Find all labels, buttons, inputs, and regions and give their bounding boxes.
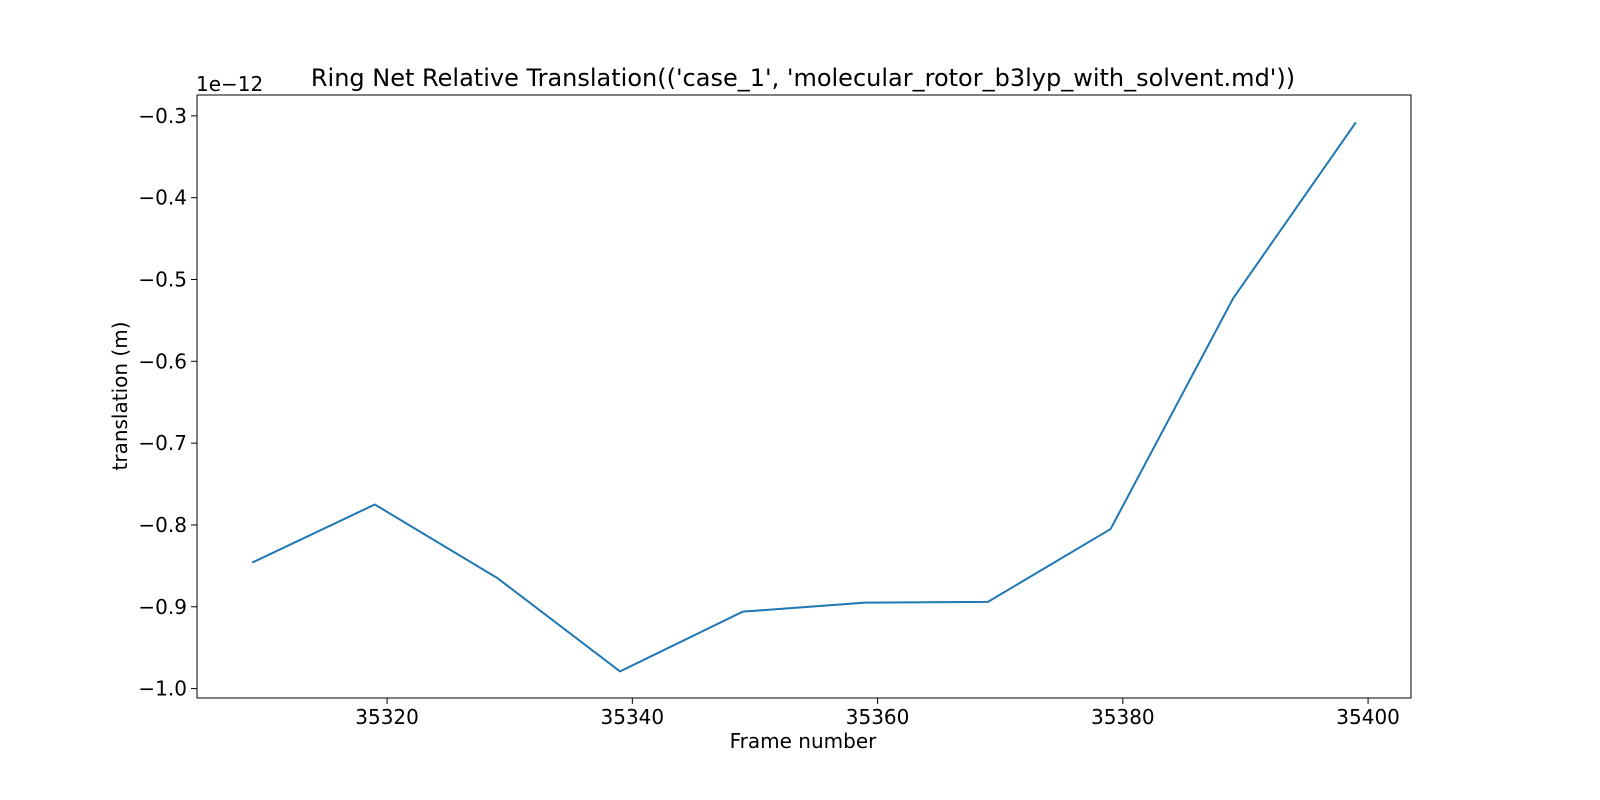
y-tick-label: −0.9 <box>138 595 187 619</box>
y-tick-label: −0.3 <box>138 104 187 128</box>
plot-frame <box>196 94 1412 699</box>
x-tick-label: 35340 <box>601 705 665 729</box>
axis-ticks: 35320 35340 35360 35380 35400 −0.3 −0.4 −0.5 −0.… <box>138 104 1399 729</box>
x-tick-label: 35360 <box>846 705 910 729</box>
y-tick-label: −0.5 <box>138 268 187 292</box>
y-tick-label: −0.8 <box>138 513 187 537</box>
series-layer <box>251 121 1357 673</box>
x-tick-label: 35400 <box>1336 705 1400 729</box>
y-tick-label: −0.6 <box>138 349 187 373</box>
x-tick-label: 35320 <box>355 705 419 729</box>
y-axis-offset-label: 1e−12 <box>196 72 263 96</box>
series-line-0 <box>251 121 1357 673</box>
y-tick-label: −0.4 <box>138 186 187 210</box>
y-axis-label: translation (m) <box>108 322 132 471</box>
y-tick-label: −0.7 <box>138 431 187 455</box>
x-tick-label: 35380 <box>1091 705 1155 729</box>
y-tick-label: −1.0 <box>138 677 187 701</box>
x-axis-label: Frame number <box>730 729 878 753</box>
chart-title: Ring Net Relative Translation(('case_1',… <box>311 64 1295 92</box>
